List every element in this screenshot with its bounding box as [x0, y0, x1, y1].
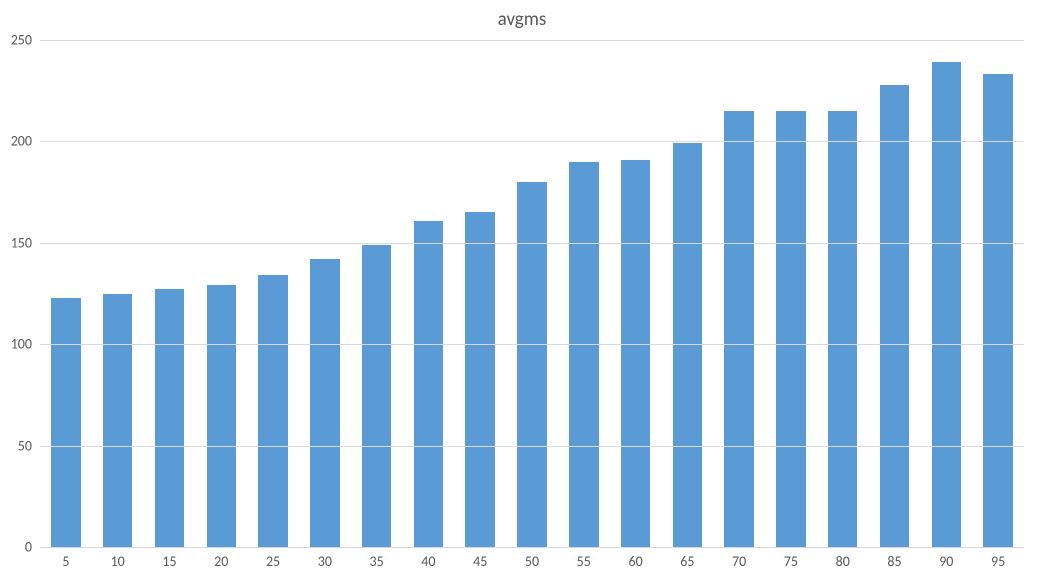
bar — [103, 294, 133, 548]
x-tick-label: 35 — [370, 553, 384, 570]
x-tick-label: 80 — [836, 553, 850, 570]
bar — [517, 182, 547, 547]
bar — [310, 259, 340, 547]
x-tick-label: 85 — [887, 553, 901, 570]
gridline — [40, 547, 1024, 548]
x-tick-label: 55 — [577, 553, 591, 570]
y-tick-label: 250 — [11, 32, 32, 49]
gridline — [40, 243, 1024, 244]
bar — [258, 275, 288, 547]
chart-title: avgms — [0, 8, 1044, 31]
plot-area: 0501001502002505101520253035404550556065… — [40, 40, 1024, 547]
gridline — [40, 446, 1024, 447]
bars-layer — [40, 40, 1024, 547]
bar — [465, 212, 495, 547]
bar — [828, 111, 858, 547]
x-tick-label: 60 — [628, 553, 642, 570]
bar — [932, 62, 962, 547]
bar — [155, 289, 185, 547]
x-tick-label: 95 — [991, 553, 1005, 570]
x-tick-label: 65 — [680, 553, 694, 570]
bar — [414, 221, 444, 548]
x-tick-label: 50 — [525, 553, 539, 570]
bar — [673, 143, 703, 547]
x-tick-label: 70 — [732, 553, 746, 570]
gridline — [40, 141, 1024, 142]
bar — [569, 162, 599, 547]
bar — [51, 298, 81, 547]
x-tick-label: 30 — [318, 553, 332, 570]
y-tick-label: 100 — [11, 336, 32, 353]
bar-chart: avgms 0501001502002505101520253035404550… — [0, 0, 1044, 577]
y-tick-label: 50 — [18, 437, 32, 454]
y-tick-label: 200 — [11, 133, 32, 150]
bar — [880, 85, 910, 547]
gridline — [40, 344, 1024, 345]
x-tick-label: 45 — [473, 553, 487, 570]
x-tick-label: 90 — [939, 553, 953, 570]
x-tick-label: 10 — [111, 553, 125, 570]
bar — [362, 245, 392, 547]
x-tick-label: 25 — [266, 553, 280, 570]
gridline — [40, 40, 1024, 41]
x-tick-label: 20 — [214, 553, 228, 570]
x-tick-label: 5 — [62, 553, 69, 570]
bar — [621, 160, 651, 547]
bar — [983, 74, 1013, 547]
bar — [776, 111, 806, 547]
x-tick-label: 40 — [421, 553, 435, 570]
x-tick-label: 15 — [162, 553, 176, 570]
x-tick-label: 75 — [784, 553, 798, 570]
y-tick-label: 0 — [25, 539, 32, 556]
bar — [207, 285, 237, 547]
bar — [724, 111, 754, 547]
y-tick-label: 150 — [11, 234, 32, 251]
